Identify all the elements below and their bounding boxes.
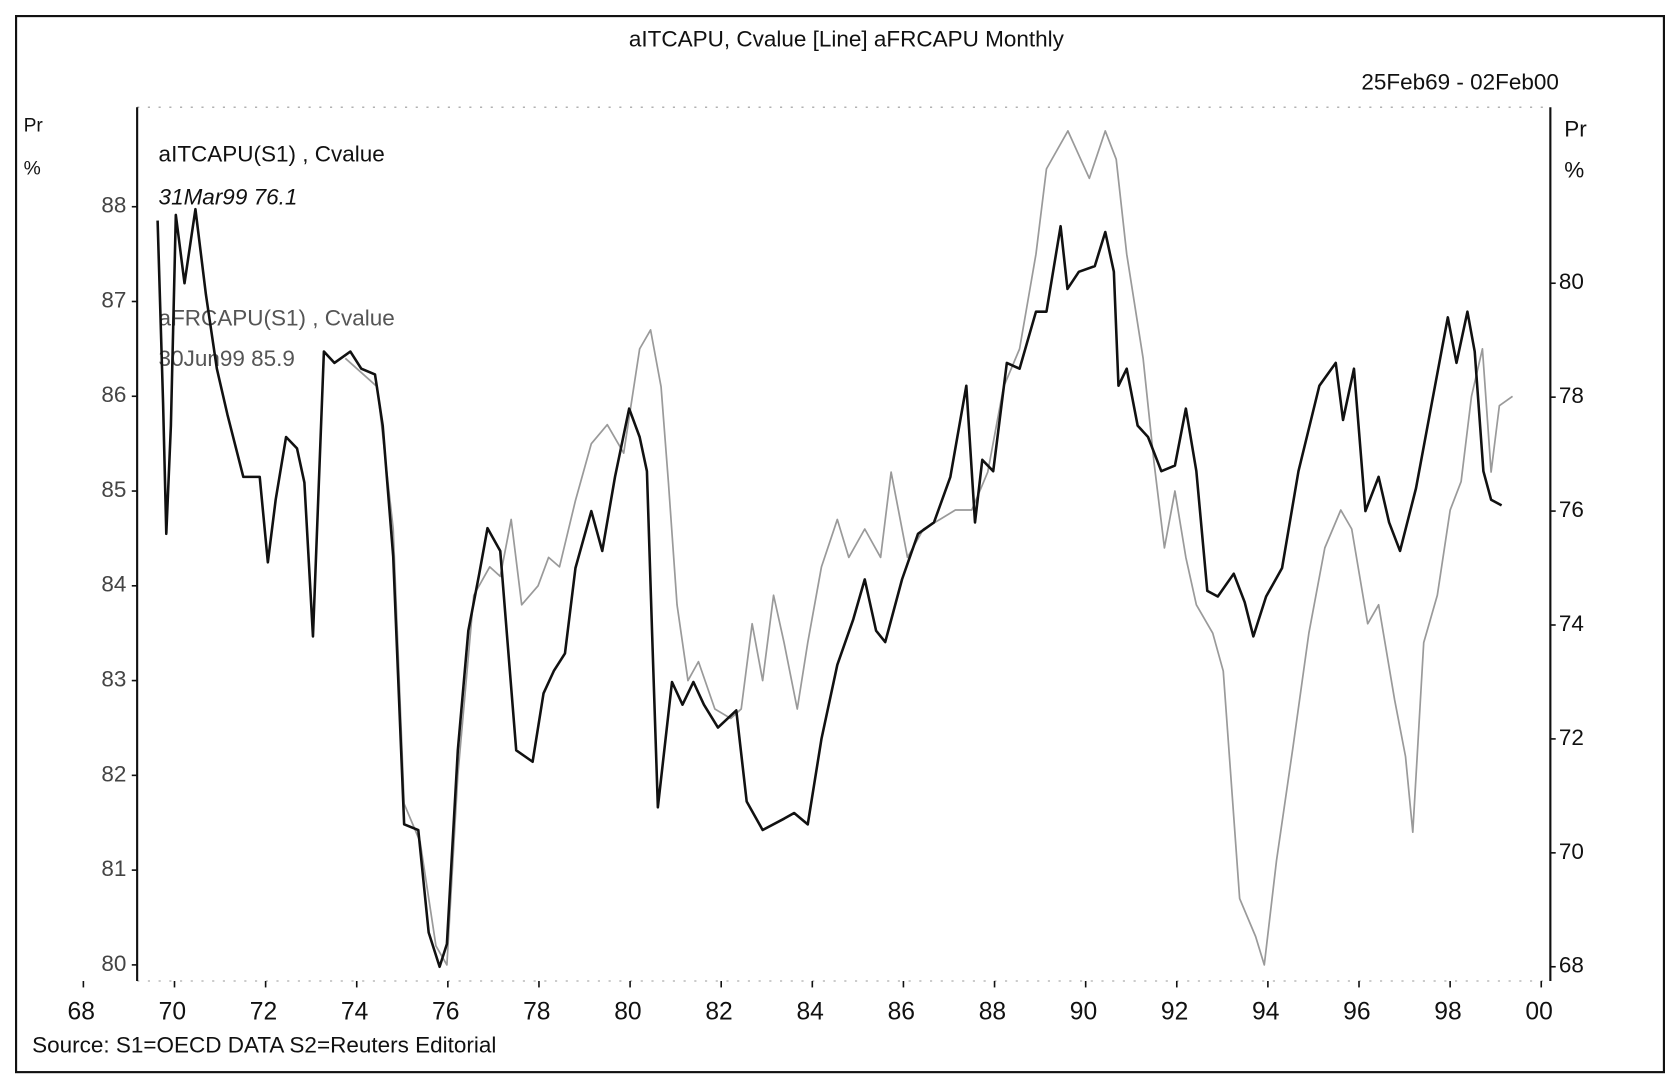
x-tick-label: 80 — [614, 999, 641, 1026]
series-line — [344, 130, 1514, 966]
y-tick-label: 85 — [101, 477, 126, 502]
legend-label: aITCAPU(S1) , Cvalue — [159, 141, 385, 166]
x-tick-label: 82 — [705, 999, 732, 1026]
y-tick-label: 82 — [101, 761, 126, 786]
y2-tick-label: 68 — [1559, 953, 1584, 978]
legend-label: aFRCAPU(S1) , Cvalue — [159, 305, 395, 330]
x-tick-label: 90 — [1070, 999, 1097, 1026]
x-tick-label: 92 — [1161, 999, 1188, 1026]
y2-tick-label: 76 — [1559, 497, 1584, 522]
x-tick-label: 94 — [1252, 999, 1279, 1026]
x-tick-label: 84 — [796, 999, 823, 1026]
y-tick-label: 88 — [101, 193, 126, 218]
y-tick-label: 81 — [101, 856, 126, 881]
x-tick-label: 74 — [341, 999, 368, 1026]
x-tick-label: 72 — [250, 999, 277, 1026]
source-note: Source: S1=OECD DATA S2=Reuters Editoria… — [32, 1032, 496, 1057]
y-tick-label: 86 — [101, 382, 126, 407]
chart-title: aITCAPU, Cvalue [Line] aFRCAPU Monthly — [629, 27, 1065, 52]
y-axis-label: Pr — [24, 116, 44, 137]
y-tick-label: 84 — [101, 572, 126, 597]
y2-tick-label: 72 — [1559, 725, 1584, 750]
x-tick-label: 68 — [68, 999, 95, 1026]
y2-tick-label: 78 — [1559, 383, 1584, 408]
outer-border — [15, 15, 1665, 1074]
date-range: 25Feb69 - 02Feb00 — [1361, 70, 1559, 95]
x-tick-label: 88 — [979, 999, 1006, 1026]
y2-tick-label: 80 — [1559, 269, 1584, 294]
x-tick-label: 96 — [1343, 999, 1370, 1026]
x-tick-label: 70 — [159, 999, 186, 1026]
x-tick-label: 86 — [888, 999, 915, 1026]
y2-axis-label: % — [1564, 157, 1584, 182]
y-axis-label: % — [24, 158, 41, 179]
y2-tick-label: 74 — [1559, 611, 1584, 636]
legend-value: 30Jun99 85.9 — [159, 346, 295, 371]
y-tick-label: 80 — [101, 951, 126, 976]
legend-value: 31Mar99 76.1 — [159, 184, 298, 209]
x-tick-label: 98 — [1434, 999, 1461, 1026]
x-tick-label: 78 — [523, 999, 550, 1026]
y-tick-label: 83 — [101, 667, 126, 692]
x-tick-label: 00 — [1525, 999, 1552, 1026]
y-tick-label: 87 — [101, 287, 126, 312]
y2-tick-label: 70 — [1559, 839, 1584, 864]
x-tick-label: 76 — [432, 999, 459, 1026]
series-line — [156, 207, 1503, 969]
y2-axis-label: Pr — [1564, 117, 1587, 142]
